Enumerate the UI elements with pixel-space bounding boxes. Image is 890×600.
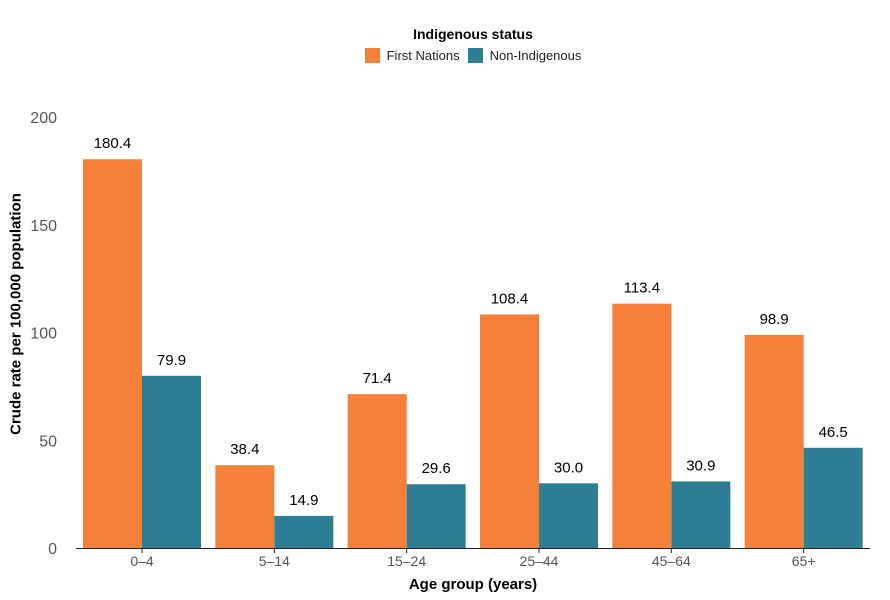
data-label: 30.9 [686,457,715,474]
y-tick-label: 200 [30,110,57,127]
x-tick-label: 45–64 [652,553,691,569]
y-tick-label: 0 [48,541,57,558]
data-label: 29.6 [422,460,451,477]
bar-first-nations [347,394,407,548]
bar-first-nations [480,314,539,548]
data-label: 108.4 [491,290,529,307]
data-label: 14.9 [289,492,318,509]
legend-label-first-nations: First Nations [386,48,460,63]
bar-first-nations [612,303,672,548]
x-tick-label: 25–44 [520,553,559,569]
data-label: 46.5 [819,424,848,441]
legend-item-non-indigenous[interactable]: Non-Indigenous [467,48,582,63]
data-label: 180.4 [94,135,132,152]
x-tick-label: 15–24 [387,553,426,569]
y-tick-label: 100 [30,326,57,343]
y-tick-label: 150 [30,218,57,235]
legend-items: First Nations Non-Indigenous [364,48,582,63]
x-tick-label: 0–4 [130,553,154,569]
data-label: 38.4 [230,441,259,458]
data-label: 98.9 [760,311,789,328]
bar-non-indigenous [274,515,334,548]
data-label: 79.9 [157,352,186,369]
y-tick-label: 50 [39,433,57,450]
bar-non-indigenous [539,483,598,548]
bar-first-nations [83,159,142,548]
legend: Indigenous status First Nations Non-Indi… [0,26,890,68]
legend-swatch-first-nations [364,48,380,63]
x-tick-label: 65+ [792,553,816,569]
bar-non-indigenous [803,447,863,548]
data-label: 30.0 [554,459,583,476]
legend-label-non-indigenous: Non-Indigenous [489,48,582,63]
legend-item-first-nations[interactable]: First Nations [364,48,460,63]
bar-first-nations [215,465,275,548]
bar-non-indigenous [406,484,466,548]
x-axis-title: Age group (years) [408,576,538,593]
data-label: 113.4 [624,280,660,297]
bar-non-indigenous [142,375,201,548]
legend-title: Indigenous status [413,26,533,42]
bar-non-indigenous [671,481,731,548]
legend-swatch-non-indigenous [467,48,483,63]
bar-first-nations [744,334,804,548]
x-tick-label: 5–14 [259,553,290,569]
data-label: 71.4 [363,370,392,387]
